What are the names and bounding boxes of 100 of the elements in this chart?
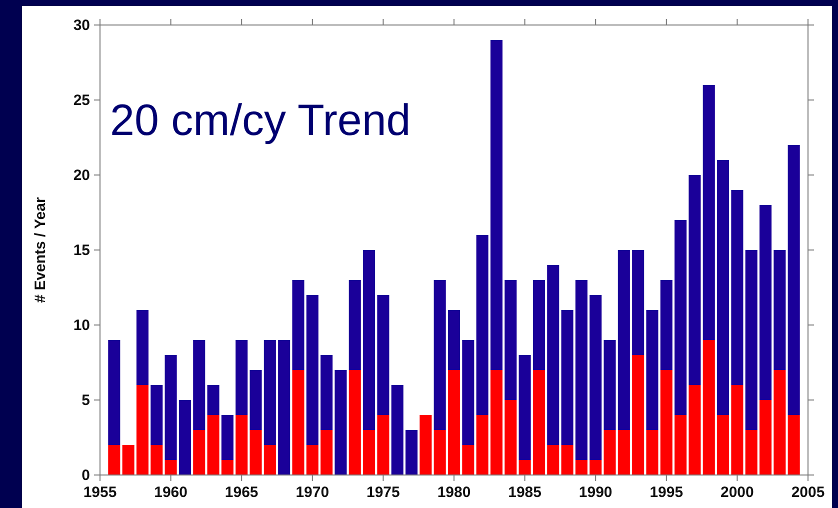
bar <box>604 340 616 430</box>
bar <box>476 415 488 475</box>
x-tick-label: 1960 <box>154 484 188 501</box>
x-tick-label: 1980 <box>437 484 471 501</box>
bar <box>575 460 588 475</box>
y-tick-label: 0 <box>82 467 90 484</box>
bar <box>590 295 602 460</box>
bar <box>406 430 418 475</box>
bar <box>278 340 290 475</box>
bar <box>164 460 177 475</box>
bar <box>178 400 191 475</box>
bar <box>632 250 644 355</box>
x-tick-label: 1990 <box>578 484 612 501</box>
bar <box>434 430 446 475</box>
x-tick-label: 1975 <box>366 484 400 501</box>
bar <box>193 430 206 475</box>
bar <box>788 145 800 415</box>
bar <box>448 370 460 475</box>
bar <box>490 40 502 370</box>
y-axis-title: # Events / Year <box>32 197 49 303</box>
bar <box>674 220 687 415</box>
bar <box>717 415 730 475</box>
bar <box>590 460 602 475</box>
bar <box>518 355 531 460</box>
bar <box>264 340 276 445</box>
bar <box>788 415 800 475</box>
bar <box>490 370 502 475</box>
y-tick-label: 25 <box>73 92 90 109</box>
bar <box>717 160 730 415</box>
bar <box>320 430 333 475</box>
bar <box>702 85 715 340</box>
bar <box>108 340 120 445</box>
bar <box>434 280 446 430</box>
bar <box>193 340 206 430</box>
bar <box>250 370 262 430</box>
bar <box>547 265 560 445</box>
bar <box>504 280 517 400</box>
bar <box>731 190 744 385</box>
bar <box>377 295 390 415</box>
bar <box>377 415 390 475</box>
bar <box>236 415 248 475</box>
bar <box>136 310 148 385</box>
bar <box>646 430 658 475</box>
bar <box>363 250 376 430</box>
bar <box>774 370 786 475</box>
bar <box>731 385 744 475</box>
x-tick-label: 1970 <box>296 484 330 501</box>
bar <box>504 400 517 475</box>
bar <box>292 370 304 475</box>
bar <box>348 280 361 370</box>
bar <box>448 310 460 370</box>
bar <box>561 310 574 445</box>
y-tick-label: 20 <box>73 167 90 184</box>
bar <box>476 235 488 415</box>
bar <box>575 280 588 460</box>
x-tick-label: 1965 <box>224 484 258 501</box>
bar <box>760 205 772 400</box>
bar <box>688 385 701 475</box>
x-tick-label: 2000 <box>720 484 754 501</box>
bar <box>207 415 220 475</box>
x-tick-label: 1985 <box>508 484 542 501</box>
bar <box>150 385 163 445</box>
bar <box>207 385 220 415</box>
bar <box>632 355 644 475</box>
bar <box>150 445 163 475</box>
bar <box>660 370 672 475</box>
bar <box>774 250 786 370</box>
bar <box>420 415 432 475</box>
x-tick-label: 1955 <box>83 484 117 501</box>
bar <box>164 355 177 460</box>
y-tick-label: 10 <box>73 317 90 334</box>
bar <box>221 460 234 475</box>
bar <box>674 415 687 475</box>
bar <box>292 280 304 370</box>
annotation: 20 cm/cy Trend <box>110 96 411 145</box>
bar <box>760 400 772 475</box>
y-tick-label: 15 <box>73 242 90 259</box>
bar <box>745 430 758 475</box>
bar <box>391 385 404 475</box>
bar <box>363 430 376 475</box>
bar <box>745 250 758 430</box>
bar <box>618 250 630 430</box>
bar <box>108 445 120 475</box>
bar <box>561 445 574 475</box>
bar <box>250 430 262 475</box>
bar <box>122 445 134 475</box>
x-tick-label: 1995 <box>650 484 684 501</box>
bar <box>688 175 701 385</box>
bar <box>462 445 474 475</box>
x-tick-label: 2005 <box>791 484 825 501</box>
bar <box>702 340 715 475</box>
bar <box>264 445 276 475</box>
bar <box>306 445 318 475</box>
bar <box>221 415 234 460</box>
bar <box>532 280 545 370</box>
bar <box>547 445 560 475</box>
y-tick-label: 30 <box>73 17 90 34</box>
bar <box>660 280 672 370</box>
bar <box>618 430 630 475</box>
bar <box>348 370 361 475</box>
